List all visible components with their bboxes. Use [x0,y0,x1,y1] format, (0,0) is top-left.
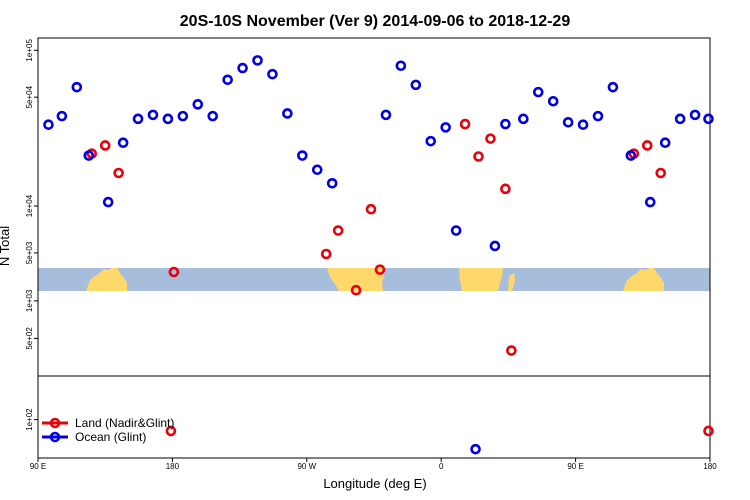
data-point-land [703,425,714,437]
data-point-ocean [237,62,248,74]
data-point-ocean [425,135,437,147]
data-point-ocean [489,240,501,252]
data-point-ocean [147,109,159,121]
data-point-ocean [267,68,278,80]
data-point-ocean [395,60,407,72]
data-point-ocean [577,119,589,130]
legend-marker-ocean [49,431,61,443]
data-point-ocean [43,119,54,130]
data-point-ocean [518,113,529,125]
data-point-land [506,345,517,356]
map-land-australia [623,268,664,291]
data-point-ocean [83,150,95,161]
data-point-land [641,140,653,151]
data-point-ocean [470,443,481,455]
x-axis-label: Longitude (deg E) [323,476,426,491]
data-point-ocean [500,118,511,130]
data-point-ocean [562,116,574,128]
map-land-south-america [327,268,384,291]
y-axis-label: N Total [0,226,12,266]
data-point-ocean [132,113,144,125]
y-tick-label: 1e+04 [25,194,34,217]
x-tick-label: 180 [703,462,717,471]
data-point-ocean [532,86,544,98]
y-tick-label: 5e+03 [25,241,34,264]
data-point-land [459,118,471,130]
data-point-ocean [644,196,656,208]
data-point-land [99,140,111,151]
data-point-ocean [177,110,189,122]
data-point-ocean [440,122,451,133]
plot-frames [37,37,711,459]
data-point-land [168,266,180,278]
y-tick-label: 5e+04 [25,85,34,108]
y-axis: 1e+05 5e+04 1e+04 5e+03 1e+03 5e+02 1e+02 [25,39,38,431]
data-point-ocean [703,113,714,125]
data-point-ocean [297,150,308,161]
map-land-australia [86,268,127,291]
data-point-ocean [380,109,392,121]
data-point-ocean [689,109,701,121]
legend: Land (Nadir&Glint) Ocean (Glint) [42,416,174,444]
map-land-madagascar [508,273,515,291]
x-axis: 90 E 180 90 W 0 90 E 180 [30,458,717,471]
data-point-ocean [222,74,233,86]
data-point-land [365,203,377,215]
legend-label-land: Land (Nadir&Glint) [75,416,174,430]
x-tick-label: 90 E [30,462,46,471]
data-point-land [500,183,511,195]
data-point-ocean [71,81,83,93]
data-point-land [332,225,344,236]
data-point-land [165,425,177,437]
data-point-land [320,248,332,260]
data-point-ocean [592,110,604,122]
data-point-ocean [410,79,422,91]
data-point-ocean [625,150,637,161]
data-point-land [473,151,484,162]
x-tick-label: 90 E [567,462,583,471]
y-tick-label: 1e+05 [25,39,34,62]
data-point-land [350,284,362,296]
data-point-ocean [207,110,219,122]
data-point-ocean [162,113,174,125]
data-point-ocean [674,113,686,125]
data-point-ocean [117,137,129,149]
y-tick-label: 1e+03 [25,289,34,312]
data-point-ocean [659,137,671,149]
legend-label-ocean: Ocean (Glint) [75,430,146,444]
data-point-ocean [326,177,338,189]
data-point-ocean [282,108,293,119]
data-point-ocean [102,196,114,208]
y-tick-label: 5e+02 [25,327,34,350]
y-tick-label: 1e+02 [25,408,34,431]
data-points [43,55,714,455]
data-point-land [655,167,667,179]
map-land-africa [459,268,503,291]
data-point-land [113,167,124,179]
data-point-ocean [311,164,323,176]
plot-frame [37,37,711,459]
chart-title: 20S-10S November (Ver 9) 2014-09-06 to 2… [180,13,571,30]
data-point-land [374,264,386,275]
world-map-strip [38,268,710,291]
data-point-ocean [547,95,559,107]
x-tick-label: 90 W [297,462,316,471]
data-point-land [485,133,496,144]
data-point-ocean [252,55,263,66]
data-point-ocean [450,225,462,236]
data-point-ocean [56,110,68,122]
x-tick-label: 0 [439,462,444,471]
legend-marker-land [49,417,61,429]
data-point-ocean [607,81,619,93]
data-point-ocean [192,99,204,110]
x-tick-label: 180 [166,462,180,471]
